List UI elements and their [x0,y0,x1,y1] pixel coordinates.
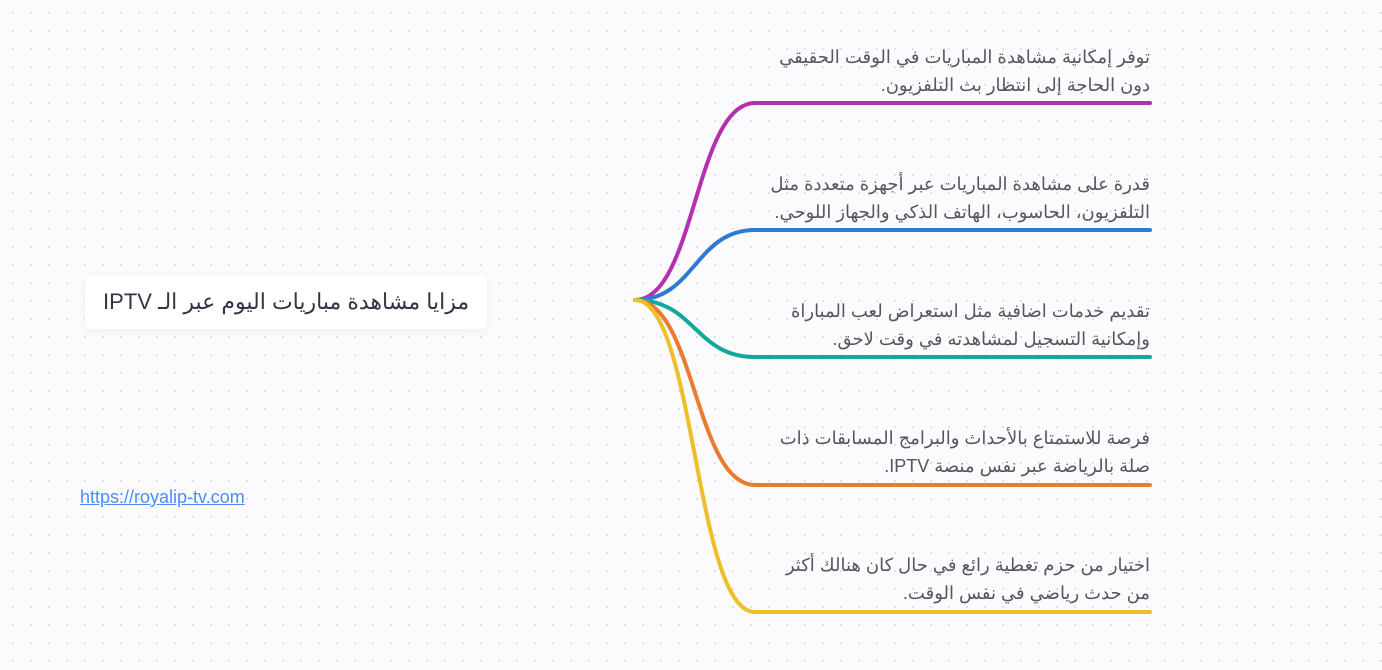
branch-node-3: فرصة للاستمتاع بالأحداث والبرامج المسابق… [770,425,1150,481]
source-link[interactable]: https://royalip-tv.com [80,487,245,508]
branch-node-text-4: اختيار من حزم تغطية رائع في حال كان هنال… [786,555,1150,603]
central-node-text: مزايا مشاهدة مباريات اليوم عبر الـ IPTV [103,289,469,314]
branch-node-text-2: تقديم خدمات اضافية مثل استعراض لعب المبا… [791,301,1150,349]
branch-connector-4 [635,300,755,612]
central-node: مزايا مشاهدة مباريات اليوم عبر الـ IPTV [85,275,487,329]
branch-connector-0 [635,103,755,300]
branch-node-4: اختيار من حزم تغطية رائع في حال كان هنال… [770,552,1150,608]
branch-connector-3 [635,300,755,485]
branch-node-text-0: توفر إمكانية مشاهدة المباريات في الوقت ا… [779,47,1150,95]
branch-node-1: قدرة على مشاهدة المباريات عبر أجهزة متعد… [770,171,1150,227]
branch-node-text-3: فرصة للاستمتاع بالأحداث والبرامج المسابق… [780,428,1150,476]
branch-node-2: تقديم خدمات اضافية مثل استعراض لعب المبا… [770,298,1150,354]
branch-connector-2 [635,300,755,357]
branch-connector-1 [635,230,755,300]
branch-node-text-1: قدرة على مشاهدة المباريات عبر أجهزة متعد… [770,174,1150,222]
mindmap-connectors [0,0,1382,670]
branch-node-0: توفر إمكانية مشاهدة المباريات في الوقت ا… [770,44,1150,100]
